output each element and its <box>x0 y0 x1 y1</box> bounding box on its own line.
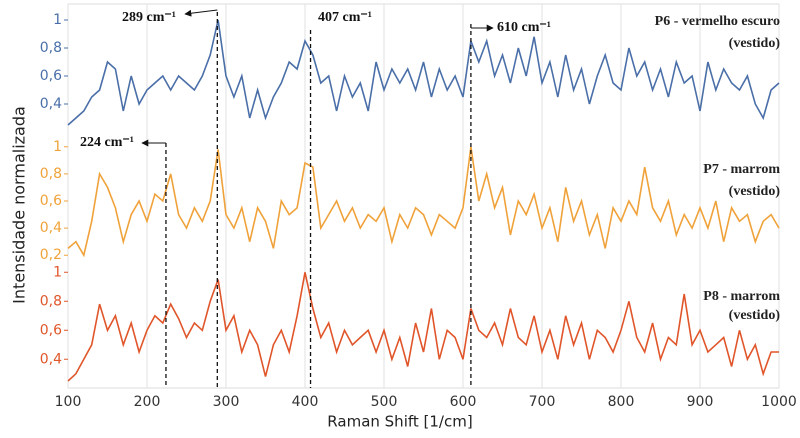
series-label: P7 - marrom <box>703 162 780 177</box>
x-tick-label: 800 <box>608 394 635 410</box>
peak-label: 224 cm⁻¹ <box>80 135 134 150</box>
y-tick-label: 0,8 <box>40 293 62 309</box>
y-tick-label: 0,2 <box>40 247 62 263</box>
x-tick-label: 1000 <box>761 394 797 410</box>
y-tick-label: 1 <box>53 139 62 155</box>
y-tick-label: 0,6 <box>40 193 62 209</box>
y-tick-label: 0,8 <box>40 166 62 182</box>
peak-label: 610 cm⁻¹ <box>497 20 551 35</box>
spectrum-line <box>67 272 779 382</box>
spectrum-line <box>67 146 780 258</box>
x-tick-label: 500 <box>371 394 398 410</box>
x-tick-label: 700 <box>529 394 556 410</box>
x-tick-label: 600 <box>450 394 477 410</box>
y-tick-label: 0,4 <box>40 351 62 367</box>
spectrum-line <box>67 19 780 126</box>
series-note: (vestido) <box>729 308 781 323</box>
series-label: P8 - marrom <box>703 289 780 304</box>
y-tick-label: 0,8 <box>40 40 62 56</box>
y-tick-label: 1 <box>53 264 62 280</box>
peak-arrow <box>184 9 218 17</box>
series-note: (vestido) <box>729 36 781 51</box>
series-label: P6 - vermelho escuro <box>655 14 780 29</box>
y-tick-label: 0,6 <box>40 322 62 338</box>
peak-label: 289 cm⁻¹ <box>122 10 176 25</box>
y-tick-label: 1 <box>53 12 62 28</box>
y-tick-label: 0,4 <box>40 220 62 236</box>
x-tick-label: 300 <box>213 394 240 410</box>
x-axis-label: Raman Shift [1/cm] <box>327 413 472 431</box>
x-tick-label: 100 <box>55 394 82 410</box>
x-tick-label: 400 <box>292 394 319 410</box>
x-tick-label: 900 <box>687 394 714 410</box>
y-axis-label: Intensidade normalizada <box>10 106 29 304</box>
y-tick-label: 0,4 <box>40 96 62 112</box>
y-tick-label: 0,6 <box>40 68 62 84</box>
peak-label: 407 cm⁻¹ <box>318 10 372 25</box>
x-tick-label: 200 <box>134 394 161 410</box>
series-note: (vestido) <box>729 184 781 199</box>
